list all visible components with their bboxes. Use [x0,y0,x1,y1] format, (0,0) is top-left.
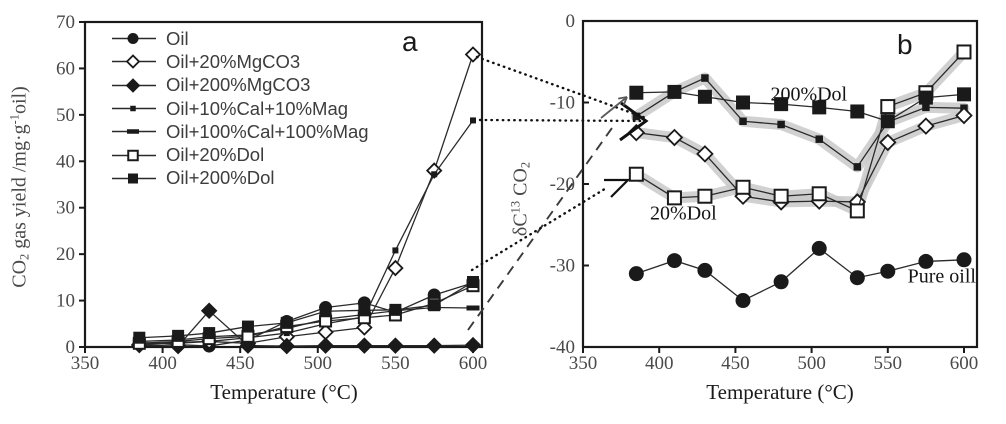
legend-entry-oil-20-dol: Oil+20%Dol [111,143,369,166]
dotted-connector-line [470,185,610,272]
x-tick-label: 500 [304,353,333,374]
series-label-200-dol: 200%Dol [770,83,848,106]
x-tick-label: 600 [950,353,979,374]
x-tick-label: 350 [71,353,100,374]
legend-marker-diamond-filled [112,77,156,93]
legend-marker-square-open [112,149,156,161]
panel-a-x-axis: 350 400 450 500 550 600 [71,347,488,374]
legend-marker-square-filled [112,173,156,184]
y-tick-label: 10 [56,291,75,312]
panel-b-y-axis-label: δC13 CO2 [508,161,533,237]
y-tick-label: 70 [56,12,75,33]
legend-entry-oil-100-cal-100-mag: Oil+100%Cal+100%Mag [111,120,369,143]
panel-a-x-axis-label: Temperature (°C) [210,380,358,404]
dotted-connector-line [475,55,648,120]
small-arrow-icon [600,96,628,119]
legend: Oil Oil+20%MgCO3 Oil+200%MgCO3 Oil+10%Cal+1… [111,27,369,190]
panel-b-letter: b [897,29,913,60]
x-tick-label: 550 [381,353,410,374]
legend-entry-oil-200-mgco3: Oil+200%MgCO3 [111,74,369,97]
x-tick-label: 450 [226,353,255,374]
y-tick-label: 60 [56,58,75,79]
panel-a-y-axis-label: CO2 gas yield /mg·g-1oil) [7,86,32,288]
legend-entry-oil-10-cal-10-mag: Oil+10%Cal+10%Mag [111,97,369,120]
chevron-arrow-icon [619,101,649,142]
y-tick-label: 50 [56,105,75,126]
x-tick-label: 350 [569,353,598,374]
legend-label: Oil+200%MgCO3 [166,74,311,96]
legend-marker-circle-filled [112,33,156,45]
y-tick-label: -30 [550,256,575,277]
series-oil-20-dol [628,44,972,219]
legend-entry-oil-20-mgco3: Oil+20%MgCO3 [111,50,369,73]
y-tick-label: 0 [66,337,76,358]
series-pure-oil [628,240,972,309]
x-tick-label: 600 [459,353,488,374]
panel-b-x-axis-label: Temperature (°C) [706,380,854,404]
panel-a-letter: a [402,26,418,57]
legend-label: Oil [166,27,189,49]
seven-arrow-icon [604,178,631,198]
x-tick-label: 450 [721,353,750,374]
legend-label: Oil+10%Cal+10%Mag [166,97,349,119]
series-oil-200-dol [629,84,971,129]
x-tick-label: 400 [645,353,674,374]
legend-label: Oil+100%Cal+100%Mag [166,120,369,142]
series-label-20-dol: 20%Dol [650,202,717,225]
legend-label: Oil+20%MgCO3 [166,50,301,72]
panel-b-x-axis: 350 400 450 500 550 600 [569,347,979,374]
legend-label: Oil+200%Dol [166,167,275,189]
dotted-connector-line [478,118,646,123]
series-label-pure-oill: Pure oill [907,265,976,288]
legend-entry-oil-200-dol: Oil+200%Dol [111,167,369,190]
x-tick-label: 500 [797,353,826,374]
legend-marker-diamond-open [112,54,156,70]
panel-a: 350 400 450 500 550 600 0 10 20 30 40 50 60 70 [56,12,487,374]
legend-marker-dash-filled [112,129,156,135]
legend-entry-oil: Oil [111,27,369,50]
y-tick-label: 20 [56,244,75,265]
panel-a-y-axis: 0 10 20 30 40 50 60 70 [56,12,85,358]
x-tick-label: 400 [148,353,177,374]
legend-marker-square-small-filled [112,105,156,112]
x-tick-label: 550 [874,353,903,374]
y-tick-label: -40 [550,337,575,358]
y-tick-label: -10 [550,93,575,114]
series-oil-200-dol [133,276,479,344]
legend-label: Oil+20%Dol [166,144,265,166]
y-tick-label: 30 [56,198,75,219]
connector-annotations [467,55,649,331]
y-tick-label: 0 [566,11,576,32]
y-tick-label: 40 [56,151,75,172]
